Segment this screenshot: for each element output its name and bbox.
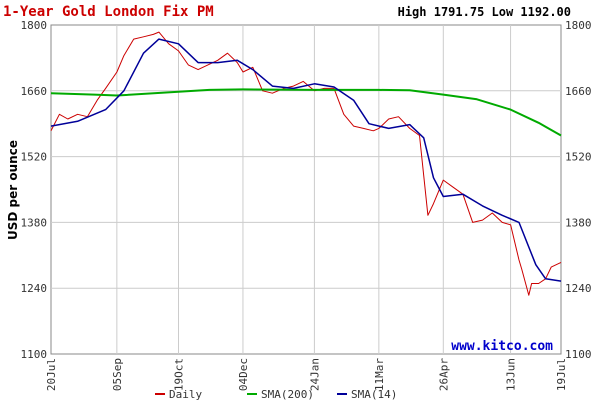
x-axis-ticks: 20Jul 05Sep 19Oct 04Dec 24Jan 11Mar 26Apr 13Jun… — [45, 358, 568, 391]
plot-background — [50, 24, 562, 355]
series-line-sma200 — [50, 88, 562, 137]
y-tick-label-right: 1240 — [565, 282, 592, 295]
series-line-sma14 — [50, 38, 562, 282]
y-axis-right-ticks: 1100 1240 1380 1520 1660 1800 — [565, 19, 592, 361]
x-tick-label: 04Dec — [237, 358, 250, 391]
y-tick-label-right: 1100 — [565, 348, 592, 361]
legend-label: SMA(14) — [351, 388, 397, 400]
x-tick-label: 19Oct — [173, 358, 186, 391]
y-tick-label-right: 1800 — [565, 19, 592, 32]
legend: Daily SMA(200) SMA(14) — [155, 388, 397, 400]
x-tick-label: 26Apr — [437, 358, 450, 391]
x-tick-label: 20Jul — [45, 358, 58, 391]
x-tick-label: 05Sep — [111, 358, 124, 391]
legend-label: SMA(200) — [261, 388, 314, 400]
y-tick-label-left: 1100 — [21, 348, 48, 361]
high-low-readout: High 1791.75 Low 1192.00 — [398, 5, 571, 19]
x-tick-label: 13Jun — [505, 358, 518, 391]
y-axis-label: USD per ounce — [6, 140, 20, 240]
y-tick-label-right: 1520 — [565, 151, 592, 164]
y-tick-label-left: 1380 — [21, 216, 48, 229]
y-tick-label-right: 1660 — [565, 85, 592, 98]
series-lines — [50, 31, 562, 296]
y-tick-label-right: 1380 — [565, 216, 592, 229]
x-tick-label: 11Mar — [373, 358, 386, 391]
grid-lines — [51, 25, 561, 354]
series-line-daily — [50, 31, 562, 296]
legend-label: Daily — [169, 388, 202, 400]
y-tick-label-left: 1800 — [21, 19, 48, 32]
chart-title: 1-Year Gold London Fix PM — [3, 4, 214, 20]
y-axis-left-ticks: 1100 1240 1380 1520 1660 1800 — [21, 19, 48, 361]
x-tick-label: 19Jul — [555, 358, 568, 391]
y-tick-label-left: 1240 — [21, 282, 48, 295]
x-tick-label: 24Jan — [308, 358, 321, 391]
kitco-watermark: www.kitco.com — [451, 339, 553, 354]
y-tick-label-left: 1660 — [21, 85, 48, 98]
y-tick-label-left: 1520 — [21, 151, 48, 164]
